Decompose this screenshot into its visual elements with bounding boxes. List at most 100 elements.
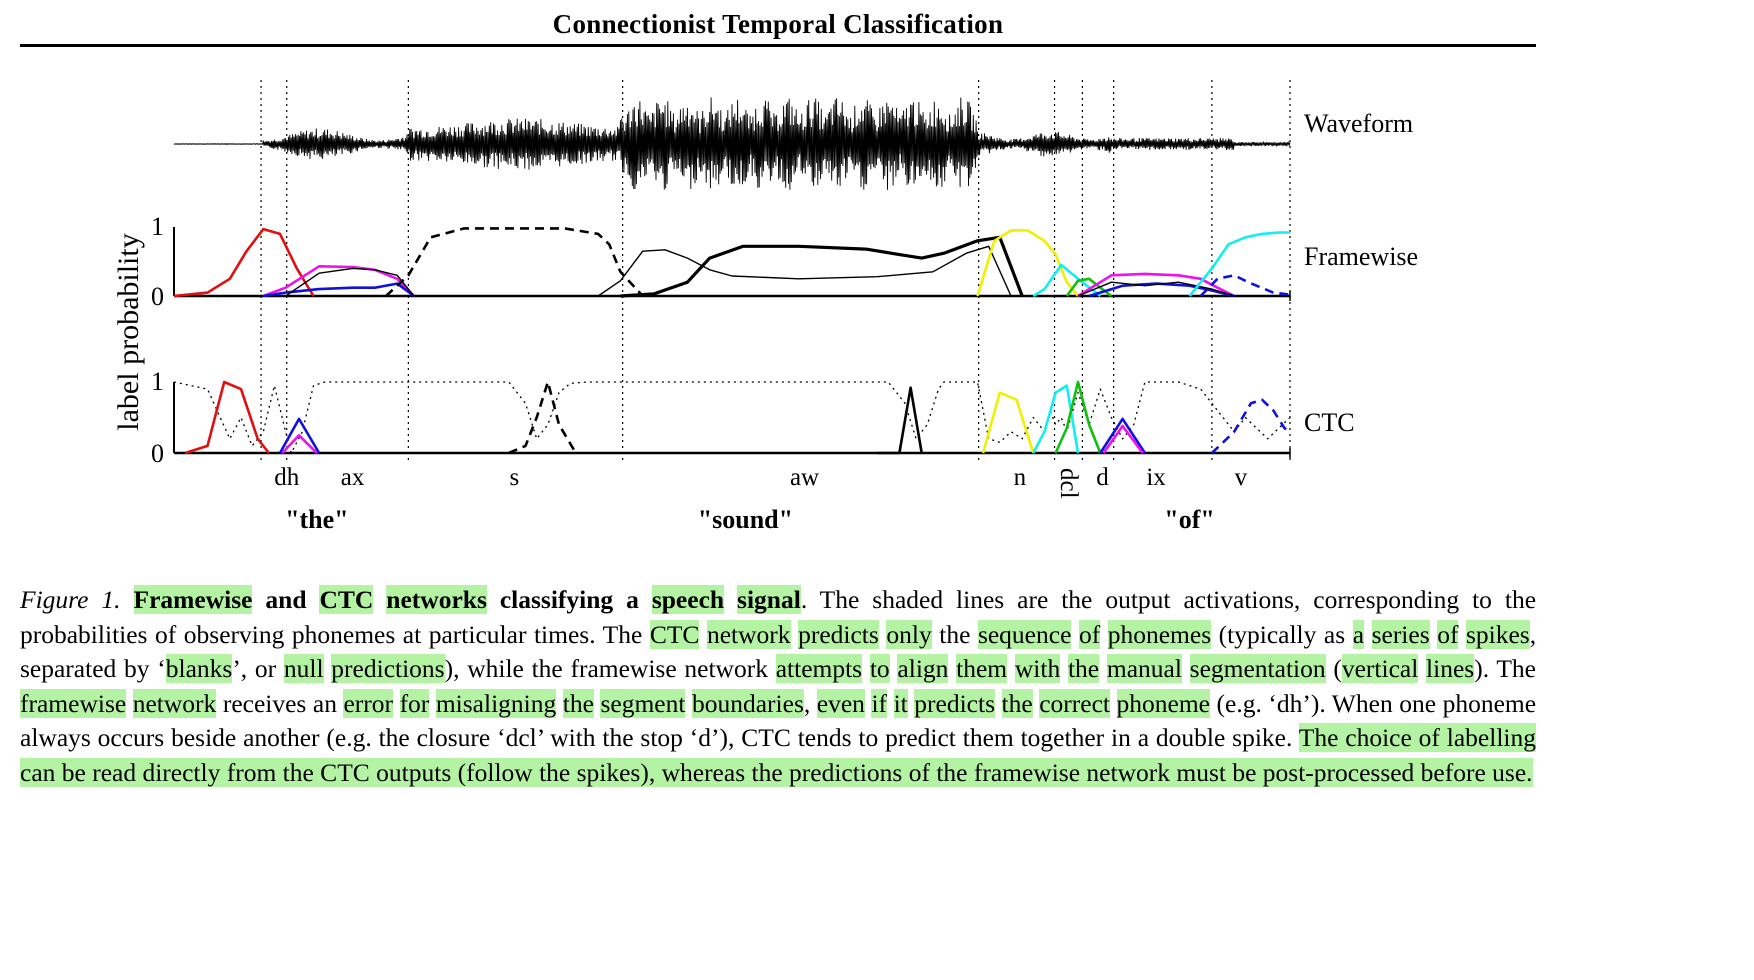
caption-text (1060, 654, 1068, 683)
phoneme-label-dcl: dcl (1055, 468, 1082, 499)
caption-text (429, 689, 436, 718)
highlighted-text: correct (1039, 688, 1110, 718)
framewise-plot (173, 227, 1291, 298)
caption-text (1458, 620, 1466, 649)
caption-text (724, 585, 737, 614)
framewise-series-red-0 (173, 227, 315, 298)
ctc-series-blue-2 (278, 417, 321, 454)
ctc-series-cyan-7 (1032, 384, 1080, 454)
phoneme-label-ax: ax (341, 464, 365, 491)
highlighted-text: spikes (1465, 619, 1530, 649)
highlighted-text: network (132, 688, 217, 718)
framewise-series-cyan-13 (1188, 231, 1290, 297)
highlighted-text: CTC (649, 619, 700, 649)
caption-text: the (931, 619, 978, 649)
highlighted-text: segment (600, 688, 686, 718)
highlighted-text: align (897, 654, 949, 683)
caption-text (121, 585, 134, 614)
phoneme-label-aw: aw (790, 464, 819, 491)
caption-text (791, 620, 799, 649)
highlighted-text: boundaries (691, 688, 804, 718)
ctc-series-yellow-6 (981, 391, 1035, 454)
caption-text (1099, 654, 1107, 683)
phoneme-label-n: n (1014, 464, 1027, 491)
highlighted-text: attempts (775, 654, 863, 683)
framewise-series-black-5 (597, 245, 1012, 297)
ctc-series-red-1 (184, 380, 270, 455)
highlighted-text: for (399, 688, 430, 718)
highlighted-text: a (1352, 619, 1365, 649)
framewise-series-blue-2 (263, 282, 415, 298)
caption-text: ). The (1474, 654, 1537, 683)
highlighted-text: null (283, 654, 324, 683)
waveform-line (173, 97, 1291, 190)
y-tick-1: 1 (151, 367, 164, 396)
highlighted-text: error (343, 688, 394, 718)
highlighted-text: of (1078, 619, 1101, 649)
phoneme-label-dh: dh (274, 464, 300, 491)
caption-text (887, 689, 894, 718)
highlighted-text: phonemes (1107, 619, 1212, 649)
framewise-series-blue-14 (1199, 274, 1291, 297)
highlighted-text: to (869, 654, 890, 683)
caption-text (948, 654, 956, 683)
phoneme-label-s: s (510, 464, 520, 491)
word-label: "sound" (698, 505, 793, 534)
ctc-series-blue-9 (1099, 417, 1146, 454)
highlighted-text: manual (1106, 654, 1182, 683)
framewise-series-black-3 (285, 267, 415, 297)
caption-text (393, 689, 400, 718)
caption-text (1007, 654, 1015, 683)
caption-text: receives an (216, 688, 344, 718)
highlighted-text: if (871, 688, 888, 718)
highlighted-text: the (1001, 688, 1033, 718)
caption-text (862, 654, 870, 683)
caption-text: ’, or (232, 654, 284, 683)
word-label: "of" (1164, 505, 1215, 534)
y-tick-0: 0 (151, 439, 164, 468)
caption-text: and (252, 585, 320, 614)
highlighted-text: network (706, 619, 791, 649)
framewise-series-magenta-1 (262, 265, 415, 298)
header-rule (20, 44, 1536, 47)
highlighted-text: even (816, 688, 865, 718)
highlighted-text: phoneme (1116, 688, 1211, 718)
framewise-series-black-12 (1077, 281, 1235, 297)
waveform-trace (173, 97, 1291, 190)
highlighted-text: with (1014, 654, 1061, 683)
highlighted-text: the (562, 688, 594, 718)
caption-text: , (803, 688, 817, 718)
caption-text (995, 689, 1002, 718)
highlighted-text: framewise (20, 688, 127, 718)
caption-text (1071, 620, 1079, 649)
panel-label-ctc: CTC (1304, 408, 1355, 437)
framewise-series-cyan-8 (1032, 263, 1102, 298)
ctc-plot (173, 380, 1291, 455)
highlighted-text: of (1437, 619, 1459, 649)
ctc-series-black-4 (508, 380, 577, 455)
framewise-series-black-6 (620, 235, 1024, 298)
caption-text (1418, 654, 1426, 683)
caption-text: . The shaded lines are the output activa… (20, 585, 1537, 649)
caption-text: classifying a (486, 585, 652, 614)
highlighted-text: the (1067, 654, 1100, 683)
highlighted-text: speech (651, 585, 725, 614)
highlighted-text: predicts (798, 619, 879, 649)
framewise-series-yellow-7 (976, 229, 1080, 297)
phoneme-label-d: d (1096, 464, 1109, 491)
figure-number: Figure 1. (20, 585, 121, 614)
framewise-series-black-4 (385, 227, 644, 297)
highlighted-text: vertical (1341, 654, 1419, 683)
highlighted-text: series (1371, 619, 1430, 649)
panel-label-framewise: Framewise (1304, 242, 1418, 271)
caption-text: (e.g. ‘dh’). When one phoneme always occ… (20, 688, 1537, 753)
highlighted-text: it (893, 688, 908, 718)
caption-text: (typically as (1211, 619, 1353, 649)
caption-text: ), while the framewise network (444, 654, 776, 683)
highlighted-text: blanks (165, 654, 233, 683)
caption-text (1364, 620, 1372, 649)
ctc-series-blue-11 (1211, 398, 1291, 454)
highlighted-text: predictions (331, 654, 445, 683)
ctc-series-magenta-3 (281, 434, 318, 454)
ctc-series-magenta-10 (1102, 424, 1144, 454)
